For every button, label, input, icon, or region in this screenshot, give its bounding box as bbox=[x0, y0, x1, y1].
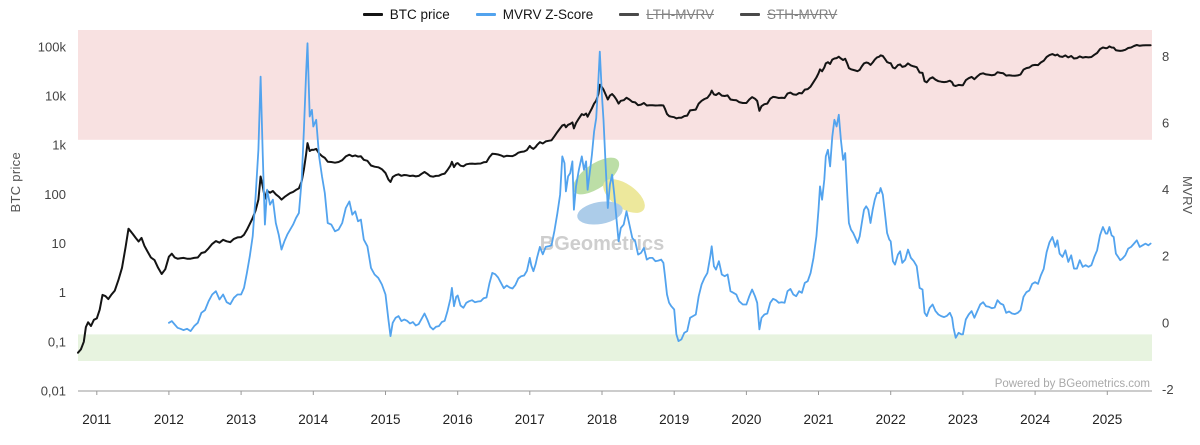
x-tick-label: 2021 bbox=[803, 412, 833, 427]
chart-legend: BTC price MVRV Z-Score LTH-MVRV STH-MVRV bbox=[0, 7, 1200, 22]
right-tick-label: 8 bbox=[1162, 49, 1169, 64]
legend-item-sth-mvrv[interactable]: STH-MVRV bbox=[740, 7, 837, 22]
x-tick-label: 2011 bbox=[82, 412, 111, 427]
x-tick-label: 2022 bbox=[876, 412, 906, 427]
left-tick-label: 0,1 bbox=[48, 334, 66, 349]
x-tick-label: 2016 bbox=[443, 412, 473, 427]
legend-label: MVRV Z-Score bbox=[502, 7, 594, 22]
mvrv-z-score-swatch bbox=[475, 13, 496, 16]
btc-price-line bbox=[77, 44, 1152, 354]
right-tick-label: 0 bbox=[1162, 315, 1169, 330]
x-tick-label: 2013 bbox=[226, 412, 256, 427]
x-tick-label: 2014 bbox=[298, 412, 329, 427]
x-tick-label: 2018 bbox=[587, 412, 617, 427]
x-tick-label: 2017 bbox=[515, 412, 545, 427]
left-tick-label: 1 bbox=[59, 285, 66, 300]
x-tick-label: 2023 bbox=[948, 412, 978, 427]
chart-axes: 2011 2012 2013 2014 2015 2016 2017 2018 2019 2020… bbox=[38, 39, 1174, 427]
left-tick-label: 100 bbox=[44, 187, 66, 202]
legend-label: STH-MVRV bbox=[767, 7, 838, 22]
x-tick-label: 2020 bbox=[731, 412, 761, 427]
x-tick-label: 2025 bbox=[1092, 412, 1122, 427]
undervalued-zone-band bbox=[78, 334, 1152, 361]
x-tick-label: 2015 bbox=[370, 412, 400, 427]
legend-label: BTC price bbox=[389, 7, 450, 22]
x-tick-label: 2012 bbox=[154, 412, 184, 427]
right-tick-label: 4 bbox=[1162, 182, 1169, 197]
legend-label: LTH-MVRV bbox=[646, 7, 715, 22]
legend-item-btc-price[interactable]: BTC price bbox=[362, 7, 450, 22]
left-tick-label: 0,01 bbox=[41, 384, 66, 399]
left-tick-label: 1k bbox=[52, 138, 66, 153]
legend-item-lth-mvrv[interactable]: LTH-MVRV bbox=[619, 7, 714, 22]
left-tick-label: 10k bbox=[45, 89, 66, 104]
right-axis-title: MVRV bbox=[1180, 176, 1195, 215]
right-tick-label: 2 bbox=[1162, 249, 1169, 264]
x-tick-label: 2024 bbox=[1020, 412, 1051, 427]
left-tick-label: 100k bbox=[38, 39, 67, 54]
btc-price-swatch bbox=[362, 13, 383, 16]
chart-bands bbox=[78, 30, 1152, 361]
powered-by-link[interactable]: Powered by BGeometrics.com bbox=[994, 378, 1150, 390]
right-tick-label: 6 bbox=[1162, 116, 1169, 131]
chart-series bbox=[77, 42, 1152, 354]
sth-mvrv-swatch bbox=[740, 13, 761, 16]
x-tick-label: 2019 bbox=[659, 412, 689, 427]
right-tick-label: -2 bbox=[1162, 382, 1174, 397]
legend-item-mvrv-z-score[interactable]: MVRV Z-Score bbox=[475, 7, 594, 22]
lth-mvrv-swatch bbox=[619, 13, 640, 16]
mvrv-z-score-line bbox=[167, 42, 1152, 343]
left-tick-label: 10 bbox=[52, 236, 66, 251]
overvalued-zone-band bbox=[78, 30, 1152, 140]
